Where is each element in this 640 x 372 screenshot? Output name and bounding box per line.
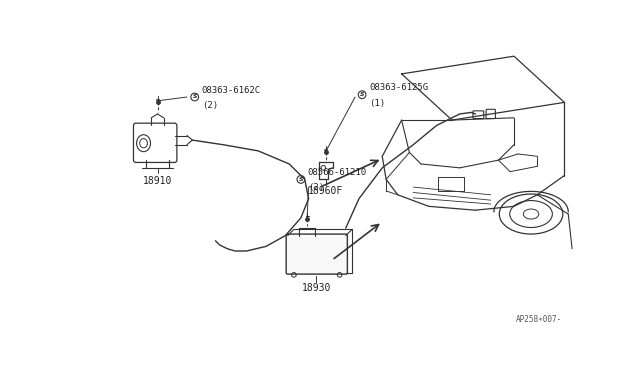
Text: 18960F: 18960F bbox=[308, 186, 343, 196]
Text: 08566-61210: 08566-61210 bbox=[308, 168, 367, 177]
Text: S: S bbox=[193, 94, 197, 99]
Text: (2): (2) bbox=[308, 183, 324, 192]
Text: 08363-6162C: 08363-6162C bbox=[202, 86, 261, 95]
Text: (2): (2) bbox=[202, 101, 218, 110]
FancyBboxPatch shape bbox=[286, 234, 348, 274]
Text: 08363-6125G: 08363-6125G bbox=[369, 83, 428, 92]
Text: (1): (1) bbox=[369, 99, 385, 108]
Text: S: S bbox=[360, 92, 364, 97]
Text: 18930: 18930 bbox=[301, 283, 331, 294]
Text: S: S bbox=[299, 177, 303, 182]
Text: AP258∗007-: AP258∗007- bbox=[516, 315, 562, 324]
Text: 18910: 18910 bbox=[143, 176, 172, 186]
